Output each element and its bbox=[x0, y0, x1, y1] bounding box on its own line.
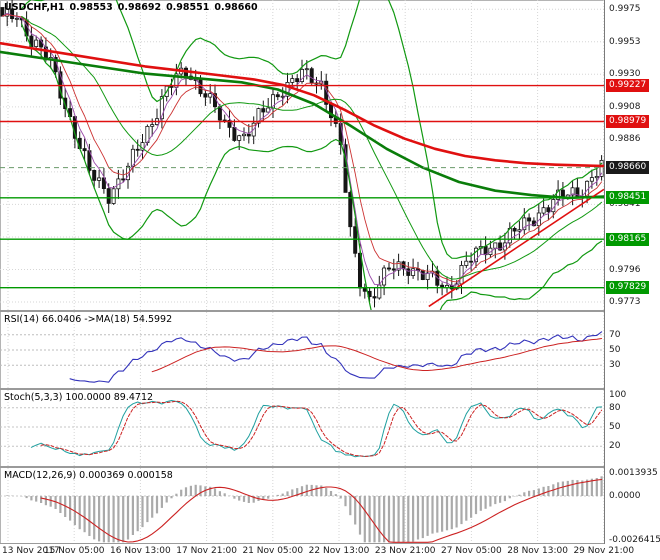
chart-title: USDCHF,H1 0.98553 0.98692 0.98551 0.98660 bbox=[4, 2, 263, 13]
axis-label: 0.9796 bbox=[609, 264, 641, 275]
stochastic-canvas[interactable] bbox=[0, 390, 604, 466]
ohlc-open: 0.98553 bbox=[69, 2, 113, 13]
panel-divider-1[interactable] bbox=[0, 310, 660, 312]
axis-label: 70 bbox=[609, 329, 621, 340]
time-label: 23 Nov 21:00 bbox=[374, 546, 436, 556]
time-label: 15 Nov 05:00 bbox=[43, 546, 105, 556]
macd-panel[interactable] bbox=[0, 468, 604, 543]
time-label: 29 Nov 21:00 bbox=[573, 546, 635, 556]
rsi-canvas[interactable] bbox=[0, 312, 604, 388]
price-badge: 0.98451 bbox=[606, 191, 650, 205]
price-axis[interactable]: 0.9975 0.9953 0.9930 0.9908 0.9886 0.9841 0.97… bbox=[604, 0, 660, 560]
axis-label: 0.9841 bbox=[609, 199, 641, 210]
axis-label: 0.9953 bbox=[609, 36, 641, 47]
ohlc-low: 0.98551 bbox=[166, 2, 210, 13]
axis-label: 0.9773 bbox=[609, 297, 641, 307]
panel-divider-3[interactable] bbox=[0, 466, 660, 468]
macd-label: MACD(12,26,9) 0.000369 0.000158 bbox=[4, 470, 173, 481]
price-badge: 0.99227 bbox=[606, 79, 650, 93]
time-label: 28 Nov 13:00 bbox=[507, 546, 568, 556]
time-axis[interactable]: 13 Nov 2017 15 Nov 05:00 16 Nov 13:00 17 No… bbox=[0, 544, 660, 560]
price-badge: 0.97829 bbox=[606, 281, 650, 295]
ohlc-high: 0.98692 bbox=[117, 2, 162, 13]
time-label: 21 Nov 05:00 bbox=[242, 546, 304, 556]
macd-canvas[interactable] bbox=[0, 468, 604, 543]
stochastic-panel[interactable] bbox=[0, 390, 604, 466]
axis-label: 50 bbox=[609, 422, 621, 432]
axis-label: 80 bbox=[609, 402, 621, 413]
axis-label: 0.0013935 bbox=[609, 468, 658, 479]
symbol-timeframe-label: USDCHF,H1 bbox=[4, 2, 65, 13]
rsi-panel[interactable] bbox=[0, 312, 604, 388]
price-badge: 0.98660 bbox=[606, 161, 650, 175]
time-label: 13 Nov 2017 bbox=[2, 546, 60, 556]
axis-label: 0.9930 bbox=[609, 69, 641, 80]
main-chart-canvas[interactable] bbox=[0, 0, 604, 310]
axis-label: 0.9908 bbox=[609, 101, 641, 112]
ohlc-close: 0.98660 bbox=[214, 2, 258, 13]
axis-label: 50 bbox=[609, 345, 621, 355]
price-badge: 0.98165 bbox=[606, 232, 650, 246]
axis-label: 0.0000 bbox=[609, 491, 641, 501]
axis-label: 30 bbox=[609, 360, 621, 371]
stochastic-label: Stoch(5,3,3) 100.0000 89.4712 bbox=[4, 392, 154, 403]
time-label: 17 Nov 21:00 bbox=[176, 546, 237, 556]
rsi-label: RSI(14) 66.0406 ->MA(18) 54.5992 bbox=[4, 314, 173, 325]
time-label: 27 Nov 05:00 bbox=[441, 546, 502, 556]
axis-label: -0.0026415 bbox=[609, 534, 660, 545]
axis-label: 20 bbox=[609, 441, 621, 452]
axis-label: 0.9886 bbox=[609, 134, 641, 145]
main-chart-panel[interactable] bbox=[0, 0, 604, 310]
panel-divider-2[interactable] bbox=[0, 388, 660, 390]
axis-label: 0.9975 bbox=[609, 4, 641, 15]
price-badge: 0.98979 bbox=[606, 115, 650, 128]
time-label: 22 Nov 13:00 bbox=[308, 546, 370, 556]
axis-label: 100 bbox=[609, 390, 627, 400]
time-label: 16 Nov 13:00 bbox=[110, 546, 171, 556]
